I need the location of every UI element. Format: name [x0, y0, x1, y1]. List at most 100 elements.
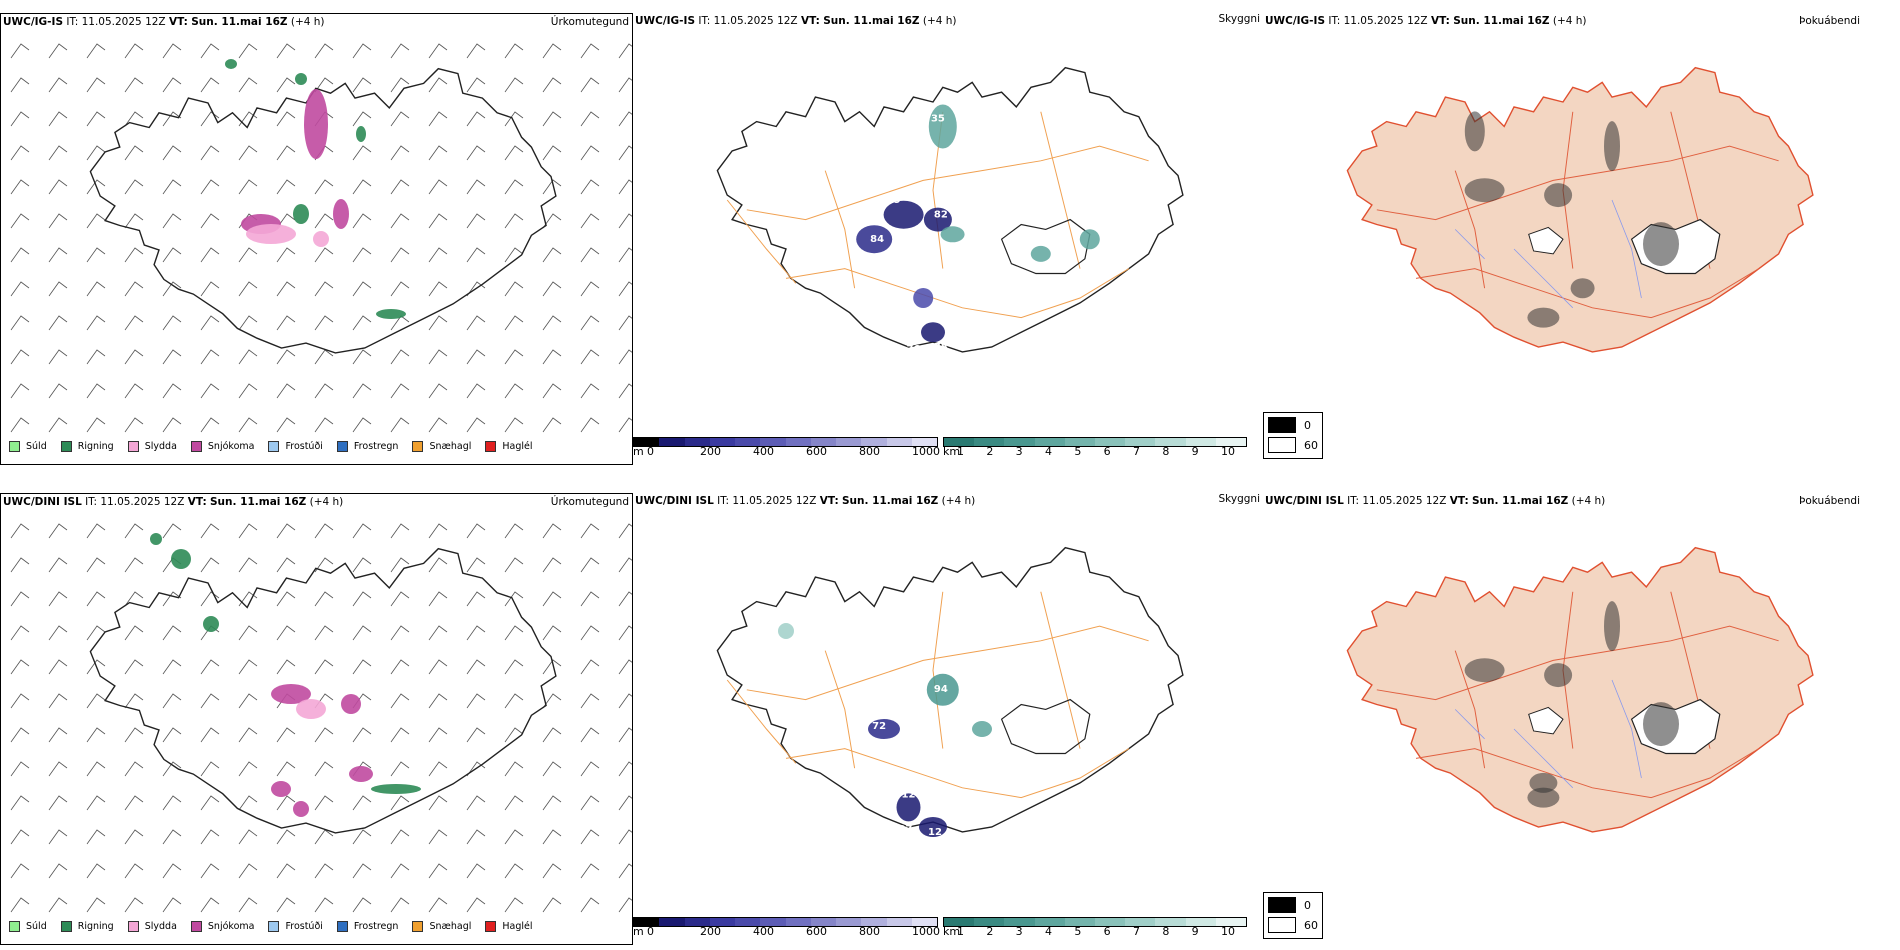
cloud-base-area: [778, 623, 794, 639]
wind-barbs: [10, 523, 632, 913]
precip-legend-label: Snjókoma: [207, 921, 255, 932]
height-colorbar-segment: [785, 918, 811, 926]
iceland-coastline: [89, 547, 557, 834]
panel-title-visibility: Skyggni: [1218, 493, 1261, 505]
height-colorbar-segment: [684, 438, 710, 446]
precip-area: [304, 89, 328, 159]
visibility-colorbar-segment: [1034, 918, 1065, 926]
height-colorbar-segment: [760, 438, 786, 446]
precip-area: [313, 231, 329, 247]
fog-area: [1529, 772, 1558, 793]
panel-title-visibility: Skyggni: [1218, 13, 1261, 25]
fog-area: [1604, 601, 1620, 652]
fog-legend: 0 60: [1263, 892, 1323, 939]
height-colorbar-segment: [785, 438, 811, 446]
colorbar-tick-label: 1000: [912, 925, 940, 938]
cloud-base-value: 76: [906, 344, 920, 355]
fog-area: [1643, 222, 1679, 267]
rivers: [1454, 199, 1642, 309]
precip-area: [371, 784, 421, 794]
height-colorbar-segment: [634, 918, 660, 926]
cloud-base-value: 12: [928, 827, 942, 838]
colorbar-tick-label: 800: [859, 445, 880, 458]
precip-legend-label: Frostúði: [285, 441, 323, 452]
visibility-colorbar-segment: [974, 438, 1005, 446]
visibility-colorbar-segment: [1004, 918, 1035, 926]
colorbar-tick-label: 600: [806, 925, 827, 938]
precip-area: [376, 309, 406, 319]
precip-type-panel-row2: UWC/DINI ISL IT: 11.05.2025 12Z VT: Sun.…: [0, 493, 633, 945]
precip-legend-swatch: [190, 441, 202, 452]
fog-area: [1643, 702, 1679, 747]
height-colorbar-segment: [810, 918, 836, 926]
colorbar-tick-label: 9: [1191, 925, 1199, 938]
precip-legend-item: Snjókoma: [190, 921, 255, 932]
fog-area: [1464, 178, 1505, 203]
iceland-coastline: [716, 66, 1184, 353]
fog-legend-label: 60: [1304, 438, 1318, 452]
precip-legend-swatch: [9, 921, 20, 932]
rivers: [1454, 679, 1642, 789]
precip-legend-swatch: [412, 921, 424, 932]
precip-legend-item: Snæhagl: [412, 921, 471, 932]
fog-area: [1464, 111, 1485, 152]
colorbar-tick-label: 3: [1015, 925, 1023, 938]
precip-legend-item: Slydda: [127, 921, 177, 932]
height-colorbar-segment: [735, 918, 761, 926]
colorbar-tick-label: 800: [859, 925, 880, 938]
cloud-base-value: 78: [934, 342, 948, 353]
road-network: [1376, 111, 1779, 319]
iceland-coastline: [1346, 66, 1814, 353]
panel-header: UWC/DINI ISL IT: 11.05.2025 12Z VT: Sun.…: [635, 495, 976, 507]
precip-legend-label: Haglél: [502, 441, 533, 452]
colorbar-tick-label: 4: [1045, 925, 1052, 938]
height-colorbar-segment: [709, 438, 735, 446]
precip-area: [341, 694, 361, 714]
precip-legend-label: Rigning: [77, 921, 114, 932]
visibility-colorbar-segment: [974, 918, 1005, 926]
cloud-base-area: [972, 721, 992, 737]
cloud-base-value: 72: [872, 721, 886, 732]
visibility-colorbar-segment: [1155, 918, 1186, 926]
precip-legend-swatch: [485, 921, 497, 932]
visibility-colorbar-segment: [1125, 438, 1156, 446]
fog-area: [1527, 787, 1560, 808]
iceland-fog-map: [1346, 546, 1814, 833]
visibility-colorbar-segment: [1155, 438, 1186, 446]
precip-legend-item: Frostregn: [336, 441, 398, 452]
colorbar-tick-label: 10: [1221, 925, 1235, 938]
colorbar-tick-label: 1000: [912, 445, 940, 458]
fog-area: [1604, 121, 1620, 172]
fog-legend-label: 0: [1304, 898, 1311, 912]
colorbar-tick-label: 1: [957, 445, 964, 458]
cloud-base-area: [896, 793, 921, 822]
precip-legend-swatch: [412, 441, 424, 452]
cloud-base-value: 66: [902, 305, 916, 316]
precip-legend-swatch: [336, 441, 348, 452]
precip-legend-label: Slydda: [144, 441, 177, 452]
colorbar-tick-label: 600: [806, 445, 827, 458]
fog-area: [1544, 663, 1573, 688]
height-visibility-panel-row1: UWC/IG-IS IT: 11.05.2025 12Z VT: Sun. 11…: [633, 13, 1263, 465]
visibility-colorbar-segment: [1064, 438, 1096, 446]
fog-swatch-60: [1268, 437, 1296, 453]
cloud-base-area: [928, 104, 957, 149]
precip-area: [150, 533, 162, 545]
panel-title-fog: Þokuábendi: [1799, 495, 1860, 507]
height-colorbar-segment: [760, 918, 786, 926]
cloud-base-area: [856, 225, 893, 254]
colorbar-tick-label: 10: [1221, 445, 1235, 458]
colorbar-tick-label: 0: [647, 925, 654, 938]
precip-area: [171, 549, 191, 569]
visibility-colorbar-segment: [1095, 438, 1126, 446]
colorbar-tick-label: 0: [647, 445, 654, 458]
precip-legend-item: Snæhagl: [412, 441, 471, 452]
cloud-base-area: [868, 719, 900, 739]
fog-area: [1570, 278, 1595, 299]
panel-header: UWC/DINI ISL IT: 11.05.2025 12Z VT: Sun.…: [3, 496, 344, 508]
precip-legend-item: Súld: [9, 441, 47, 452]
height-colorbar: [633, 917, 938, 927]
cloud-base-value: 29: [887, 195, 901, 206]
colorbar-unit: km: [943, 445, 961, 458]
wind-barbs: [10, 43, 632, 433]
